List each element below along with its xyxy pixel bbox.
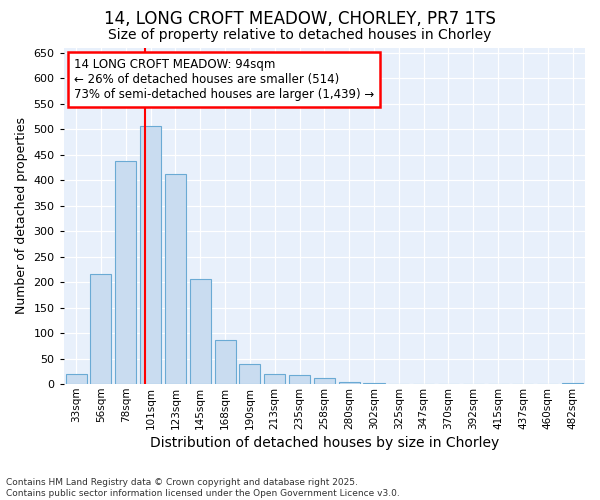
X-axis label: Distribution of detached houses by size in Chorley: Distribution of detached houses by size … [150,436,499,450]
Bar [215,340,236,384]
Text: Size of property relative to detached houses in Chorley: Size of property relative to detached ho… [109,28,491,42]
Bar [314,378,335,384]
Bar [165,174,186,384]
Bar [190,278,211,384]
Y-axis label: Number of detached properties: Number of detached properties [15,118,28,314]
Text: 14, LONG CROFT MEADOW, CHORLEY, PR7 1TS: 14, LONG CROFT MEADOW, CHORLEY, PR7 1TS [104,10,496,28]
Text: 14 LONG CROFT MEADOW: 94sqm
← 26% of detached houses are smaller (514)
73% of se: 14 LONG CROFT MEADOW: 94sqm ← 26% of det… [74,58,374,100]
Bar [65,374,86,384]
Text: Contains HM Land Registry data © Crown copyright and database right 2025.
Contai: Contains HM Land Registry data © Crown c… [6,478,400,498]
Bar [91,274,112,384]
Bar [289,376,310,384]
Bar [364,382,385,384]
Bar [562,382,583,384]
Bar [338,382,360,384]
Bar [264,374,285,384]
Bar [115,161,136,384]
Bar [239,364,260,384]
Bar [140,126,161,384]
